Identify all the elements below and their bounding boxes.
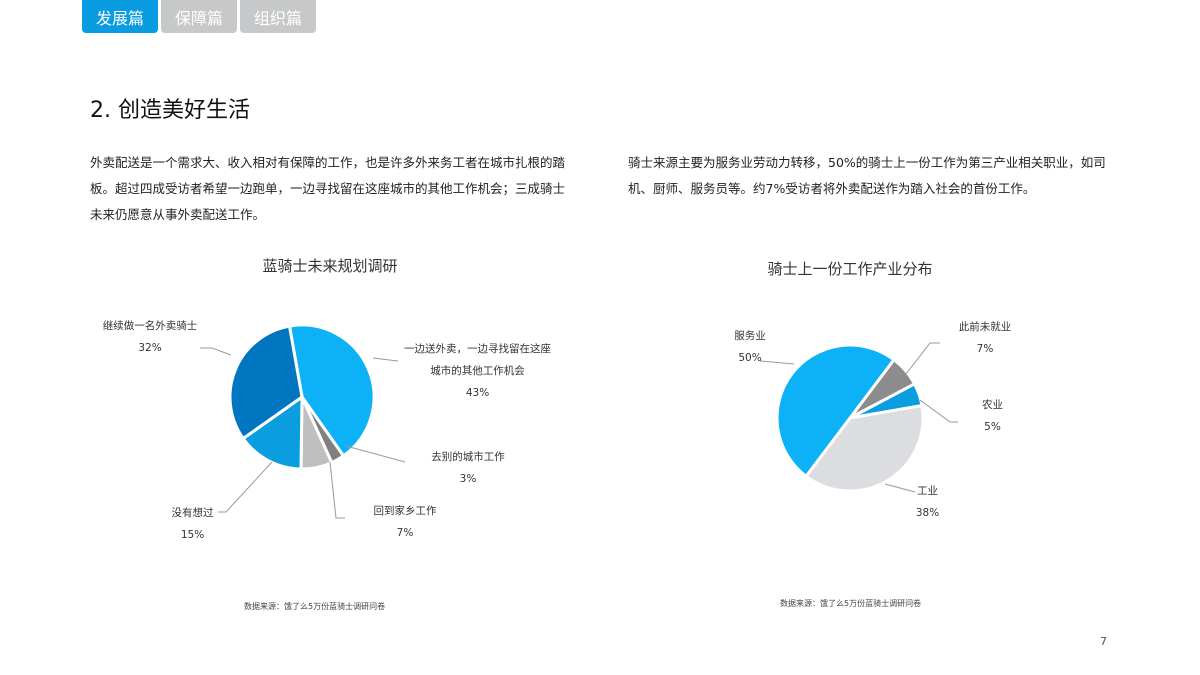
label-unemployed: 此前未就业 7%: [958, 321, 1012, 355]
leader-line: [345, 445, 406, 463]
leader-line: [905, 342, 940, 375]
chart-title-left: 蓝骑士未来规划调研: [262, 257, 398, 275]
label-keep-riding: 继续做一名外卖骑士 32%: [102, 320, 198, 354]
leader-line: [884, 483, 916, 493]
leader-lines: [200, 342, 958, 519]
tab-development[interactable]: 发展篇: [82, 0, 158, 33]
pie-slice: [287, 323, 376, 458]
page-title: 2. 创造美好生活: [90, 98, 250, 123]
right-paragraph: 骑士来源主要为服务业劳动力转移，50%的骑士上一份工作为第三产业相关职业，如司机…: [628, 155, 1106, 196]
source-left: 数据来源：饿了么5万份蓝骑士调研问卷: [244, 602, 386, 611]
pie-slice: [803, 403, 925, 493]
label-find-other-job: 一边送外卖，一边寻找留在这座城市的其他工作机会 43%: [404, 343, 551, 399]
leader-line: [200, 347, 232, 356]
label-never-thought: 没有想过 15%: [171, 507, 214, 541]
source-right: 数据来源：饿了么5万份蓝骑士调研问卷: [780, 599, 922, 608]
label-hometown: 回到家乡工作 7%: [373, 505, 437, 539]
label-other-city: 去别的城市工作 3%: [431, 451, 505, 485]
tab-organization[interactable]: 组织篇: [240, 0, 316, 33]
leader-line: [919, 399, 958, 423]
pie-slice: [241, 394, 304, 471]
label-industry: 工业 38%: [915, 485, 940, 519]
tab-security[interactable]: 保障篇: [161, 0, 237, 33]
leader-line: [218, 461, 273, 513]
label-service: 服务业 50%: [734, 330, 766, 364]
pie-slice: [775, 343, 897, 479]
label-agriculture: 农业 5%: [982, 399, 1003, 433]
pie-right: [775, 343, 925, 493]
leader-line: [329, 461, 345, 519]
leader-line: [372, 357, 399, 362]
page-number: 7: [1100, 635, 1107, 648]
chart-title-right: 骑士上一份工作产业分布: [767, 260, 933, 278]
tab-bar: 发展篇 保障篇 组织篇: [82, 0, 316, 33]
pie-left: [228, 323, 376, 471]
pie-slice: [228, 324, 304, 441]
left-paragraph: 外卖配送是一个需求大、收入相对有保障的工作，也是许多外来务工者在城市扎根的踏板。…: [90, 155, 566, 222]
leader-line: [759, 360, 795, 365]
